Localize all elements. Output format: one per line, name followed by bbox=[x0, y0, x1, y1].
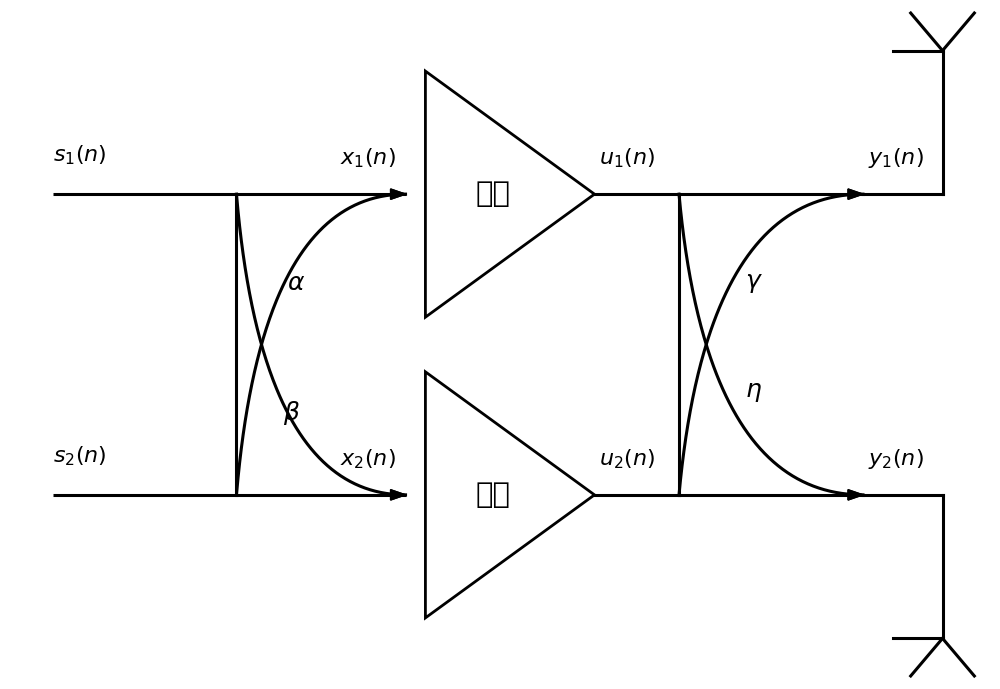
Text: $s_1(n)$: $s_1(n)$ bbox=[53, 143, 106, 167]
Text: $s_2(n)$: $s_2(n)$ bbox=[53, 444, 106, 468]
Polygon shape bbox=[848, 490, 863, 500]
Polygon shape bbox=[848, 490, 863, 500]
Polygon shape bbox=[391, 490, 406, 500]
Text: 功放: 功放 bbox=[476, 180, 511, 208]
Text: $u_2(n)$: $u_2(n)$ bbox=[599, 447, 656, 471]
Text: 功放: 功放 bbox=[476, 481, 511, 509]
Polygon shape bbox=[391, 490, 406, 500]
Text: $y_2(n)$: $y_2(n)$ bbox=[868, 447, 924, 471]
Polygon shape bbox=[848, 189, 863, 199]
Text: $\eta$: $\eta$ bbox=[745, 380, 762, 404]
Polygon shape bbox=[391, 189, 406, 199]
Text: $y_1(n)$: $y_1(n)$ bbox=[868, 146, 924, 170]
Text: $\alpha$: $\alpha$ bbox=[287, 271, 305, 295]
Text: $x_1(n)$: $x_1(n)$ bbox=[340, 147, 396, 170]
Polygon shape bbox=[848, 189, 863, 199]
Text: $\gamma$: $\gamma$ bbox=[745, 271, 763, 295]
Text: $\beta$: $\beta$ bbox=[283, 399, 300, 427]
Text: $u_1(n)$: $u_1(n)$ bbox=[599, 147, 656, 170]
Text: $x_2(n)$: $x_2(n)$ bbox=[340, 447, 396, 471]
Polygon shape bbox=[391, 189, 406, 199]
